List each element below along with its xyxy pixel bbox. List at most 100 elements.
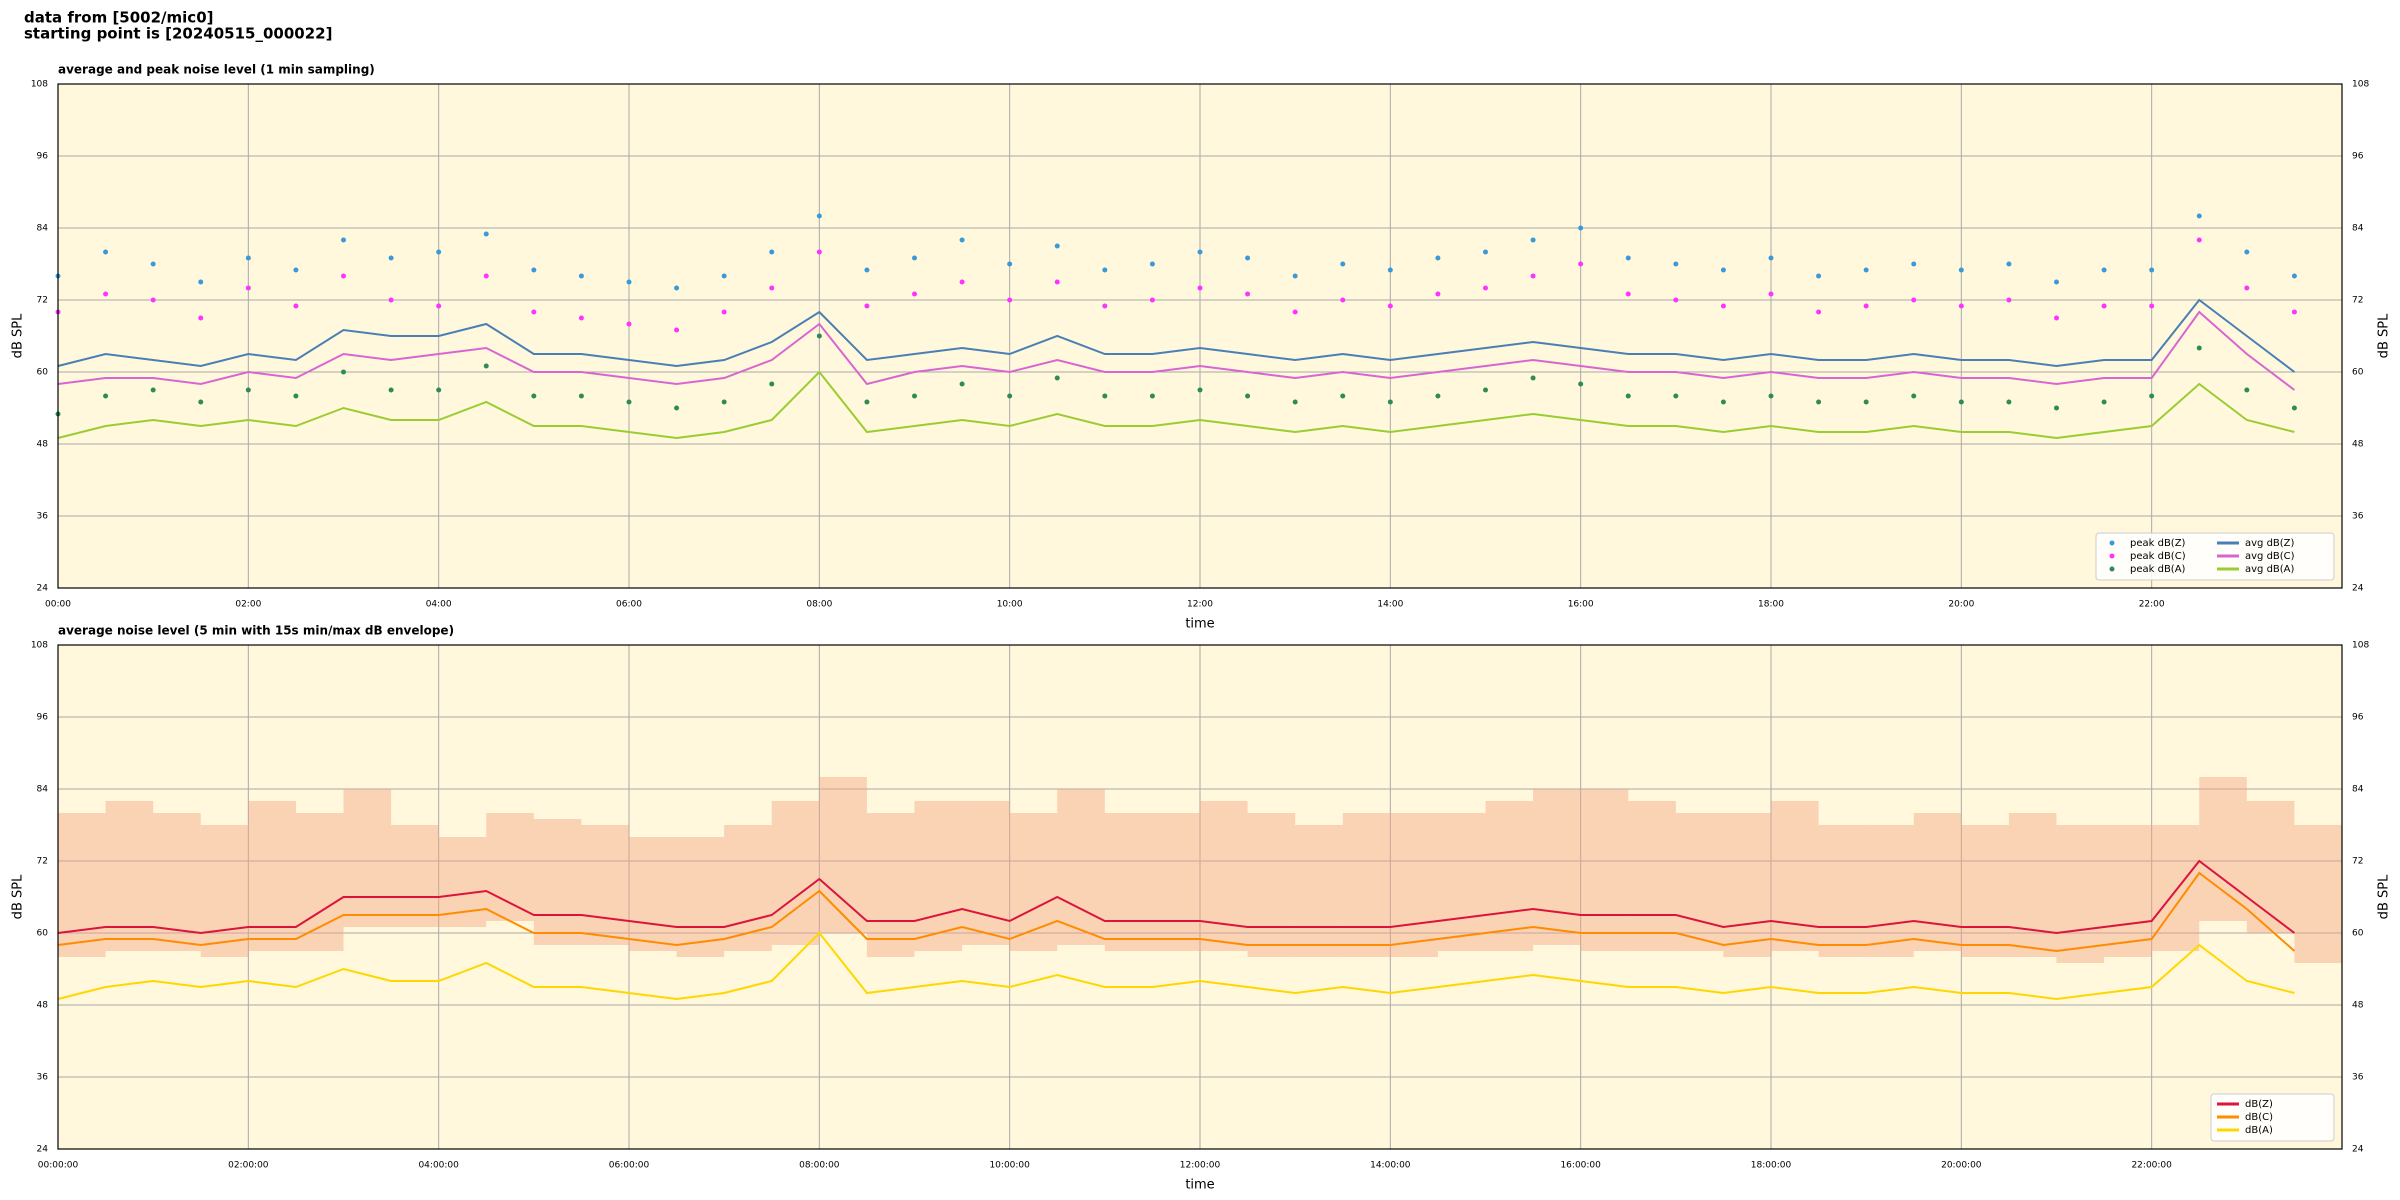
peak-point xyxy=(1102,393,1108,399)
peak-point xyxy=(245,255,251,261)
peak-point xyxy=(721,309,727,315)
peak-point xyxy=(1911,297,1917,303)
peak-point xyxy=(2244,387,2250,393)
peak-point xyxy=(1245,255,1251,261)
peak-point xyxy=(1435,393,1441,399)
envelope-band xyxy=(1913,813,1962,951)
peak-point xyxy=(1149,297,1155,303)
peak-point xyxy=(483,231,489,237)
peak-point xyxy=(103,393,109,399)
peak-point xyxy=(959,381,965,387)
x-tick-label: 14:00 xyxy=(1377,600,1403,610)
peak-point xyxy=(578,315,584,321)
peak-point xyxy=(1673,261,1679,267)
peak-point xyxy=(864,303,870,309)
peak-point xyxy=(2149,393,2155,399)
peak-point xyxy=(2054,279,2059,285)
peak-point xyxy=(436,303,442,309)
peak-point xyxy=(1530,237,1536,243)
peak-point xyxy=(626,399,632,405)
peak-point xyxy=(816,213,822,219)
x-tick-label: 16:00:00 xyxy=(1560,1161,1601,1171)
y-tick-label-right: 72 xyxy=(2352,296,2363,306)
x-tick-label: 00:00 xyxy=(45,600,71,610)
peak-point xyxy=(150,297,156,303)
peak-point xyxy=(769,381,775,387)
x-tick-label: 08:00 xyxy=(806,600,832,610)
peak-point xyxy=(1387,399,1393,405)
peak-point xyxy=(674,285,680,291)
legend-box xyxy=(2095,532,2335,581)
peak-point xyxy=(2196,345,2202,351)
peak-point xyxy=(1816,399,1822,405)
chart-title: average noise level (5 min with 15s min/… xyxy=(58,624,454,638)
peak-point xyxy=(245,285,251,291)
x-axis-label: time xyxy=(1185,1178,1214,1193)
peak-point xyxy=(2101,303,2107,309)
peak-point xyxy=(483,273,489,279)
peak-point xyxy=(1340,297,1346,303)
y-tick-label: 84 xyxy=(37,785,49,795)
envelope-band xyxy=(2199,777,2247,921)
x-tick-label: 20:00 xyxy=(1948,600,1974,610)
legend-marker xyxy=(2109,553,2115,559)
y-axis-label-right: dB SPL xyxy=(2377,874,2392,919)
envelope-band xyxy=(2104,825,2152,957)
peak-point xyxy=(1340,261,1346,267)
peak-point xyxy=(1578,381,1584,387)
y-tick-label-right: 96 xyxy=(2352,713,2364,723)
x-tick-label: 04:00:00 xyxy=(418,1161,459,1171)
y-tick-label: 48 xyxy=(37,440,49,450)
peak-point xyxy=(816,333,822,339)
peak-point xyxy=(1911,393,1917,399)
peak-point xyxy=(2149,267,2155,273)
peak-point xyxy=(2291,309,2297,315)
envelope-band xyxy=(105,801,154,951)
y-tick-label-right: 48 xyxy=(2352,440,2364,450)
peak-point xyxy=(2101,267,2107,273)
peak-point xyxy=(674,327,680,333)
envelope-band xyxy=(1057,789,1105,945)
peak-point xyxy=(1197,249,1203,255)
peak-point xyxy=(2291,273,2297,279)
envelope-band xyxy=(1485,801,1534,951)
x-tick-label: 22:00:00 xyxy=(2131,1161,2172,1171)
x-tick-label: 12:00 xyxy=(1187,600,1213,610)
envelope-band xyxy=(1675,813,1724,951)
peak-point xyxy=(2006,261,2012,267)
peak-point xyxy=(912,291,917,297)
peak-point xyxy=(436,387,442,393)
series-line xyxy=(57,310,2296,391)
y-tick-label-right: 96 xyxy=(2352,152,2364,162)
peak-point xyxy=(2244,249,2250,255)
peak-point xyxy=(198,399,204,405)
x-axis-label: time xyxy=(1185,617,1214,632)
legend-marker xyxy=(2109,540,2115,546)
envelope-band xyxy=(1437,813,1486,951)
envelope-band xyxy=(1771,801,1819,951)
envelope-band xyxy=(771,801,820,945)
legend-label: avg dB(A) xyxy=(2245,564,2295,575)
peak-point xyxy=(483,363,489,369)
envelope-band xyxy=(581,825,629,945)
envelope-band xyxy=(2246,801,2295,933)
peak-point xyxy=(2054,405,2059,411)
peak-point xyxy=(1007,297,1013,303)
envelope-band xyxy=(343,789,392,927)
peak-point xyxy=(1720,267,1726,273)
envelope-band xyxy=(1342,813,1391,957)
y-tick-label: 24 xyxy=(37,584,49,594)
peak-point xyxy=(1578,225,1584,231)
peak-point xyxy=(1054,279,1060,285)
peak-point xyxy=(959,279,965,285)
envelope-band xyxy=(1866,825,1914,957)
peak-point xyxy=(674,405,680,411)
peak-point xyxy=(245,387,251,393)
envelope-band xyxy=(1533,789,1581,945)
peak-point xyxy=(864,267,870,273)
y-tick-label-right: 60 xyxy=(2352,368,2364,378)
peak-point xyxy=(1102,267,1108,273)
x-tick-label: 02:00:00 xyxy=(228,1161,269,1171)
peak-point xyxy=(388,297,394,303)
envelope-band xyxy=(1200,801,1248,951)
